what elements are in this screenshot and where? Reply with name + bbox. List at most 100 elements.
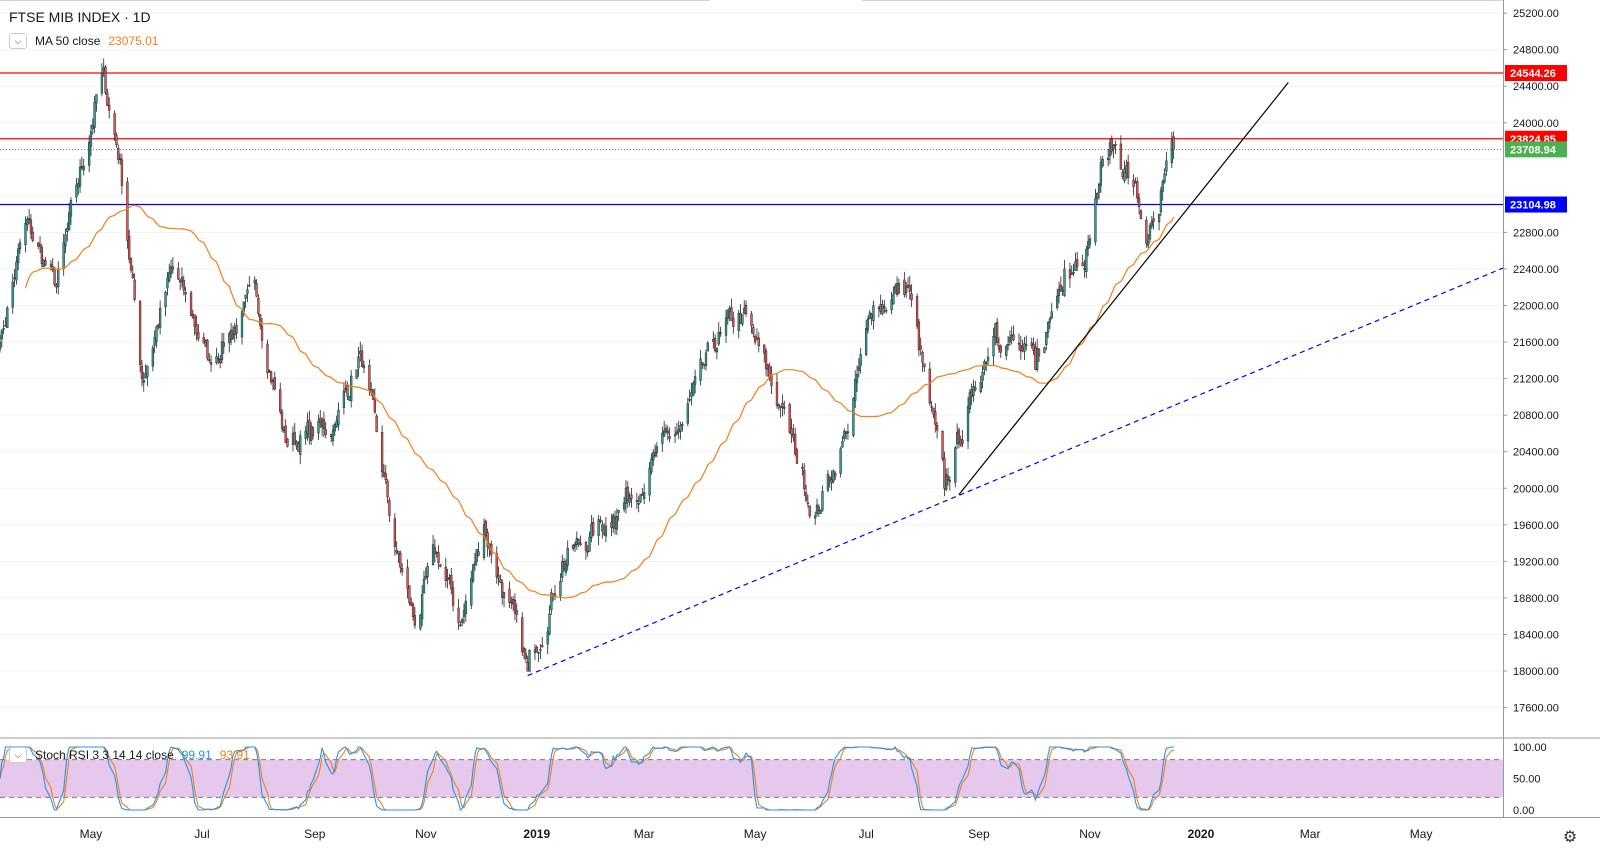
candle-body — [1119, 143, 1123, 170]
candle-body — [768, 366, 771, 379]
candle-body — [541, 645, 544, 647]
candle — [350, 370, 353, 408]
trendlines[interactable] — [527, 82, 1504, 677]
horizontal-levels[interactable] — [0, 72, 1503, 206]
candle-body — [1050, 311, 1053, 319]
candle-body — [777, 404, 780, 407]
candle — [903, 271, 906, 298]
time-tick-label: Mar — [1300, 827, 1321, 841]
candle-body — [839, 448, 842, 474]
candle — [866, 315, 870, 334]
candle — [49, 259, 53, 271]
candle-body — [941, 431, 944, 460]
candle — [622, 496, 626, 513]
candle-body — [757, 337, 760, 347]
candle — [1112, 144, 1115, 159]
time-tick-label: Jul — [194, 827, 209, 841]
time-axis[interactable]: May Jul Sep Nov 2019 Mar May Jul Sep Nov 2020 Mar Ma… — [0, 817, 1600, 842]
candle-body — [586, 550, 589, 553]
candle — [533, 644, 537, 660]
candle — [1005, 344, 1008, 361]
candle-body — [337, 409, 340, 426]
candle-body — [297, 442, 300, 452]
candle — [561, 554, 564, 583]
candle-body — [104, 66, 107, 93]
candle-body — [1125, 165, 1128, 174]
candle-body — [641, 493, 644, 497]
candle — [666, 425, 669, 441]
candle — [864, 319, 868, 357]
candle-body — [284, 425, 287, 443]
candle-body — [830, 479, 833, 484]
candle-body — [17, 248, 20, 264]
candle-body — [643, 492, 646, 500]
last-price-bg — [1505, 141, 1567, 158]
candle-body — [95, 94, 98, 104]
candle-body — [129, 257, 133, 271]
candle — [310, 422, 313, 446]
candle — [235, 318, 238, 340]
candle-body — [157, 324, 160, 327]
candle-body — [550, 592, 553, 611]
candle — [841, 435, 844, 448]
time-tick-label: 2020 — [1188, 827, 1215, 841]
candle-body — [766, 364, 770, 370]
price-tick-label: 24800.00 — [1513, 45, 1559, 57]
candle — [857, 358, 860, 378]
candle — [473, 552, 477, 571]
candle-body — [322, 418, 326, 430]
candle-body — [590, 523, 593, 538]
candle — [1159, 186, 1163, 216]
gear-icon[interactable]: ⚙ — [1562, 829, 1578, 846]
candle — [330, 433, 333, 443]
candle — [166, 271, 169, 296]
candle — [1061, 286, 1064, 297]
candle-body — [1008, 336, 1012, 343]
candle — [246, 284, 249, 303]
candle-body — [421, 594, 424, 620]
candle-body — [859, 354, 862, 366]
candle — [872, 300, 875, 330]
candle — [421, 585, 424, 627]
candle — [575, 531, 578, 550]
candle — [497, 566, 500, 586]
candle — [380, 425, 384, 479]
candle — [82, 158, 85, 176]
candle — [681, 421, 684, 432]
candle-body — [821, 491, 824, 511]
candle-body — [306, 421, 309, 435]
candle-body — [295, 441, 298, 447]
candle-body — [457, 607, 460, 623]
candle-body — [235, 325, 238, 334]
candle — [6, 306, 9, 328]
candle — [360, 344, 364, 368]
candle-body — [661, 432, 664, 444]
chevron-down-icon[interactable]: ⌵ — [9, 747, 27, 763]
candle-body — [126, 181, 129, 241]
candle — [457, 599, 460, 630]
price-axis[interactable]: 25200.00 24800.00 24400.00 24000.00 22800.00… — [1503, 0, 1567, 817]
ma-legend: ⌵ MA 50 close 23075.01 — [9, 33, 158, 49]
candle — [930, 401, 933, 413]
symbol-title-row: FTSE MIB INDEX · 1D — [9, 9, 151, 25]
candle-body — [484, 520, 487, 536]
symbol-title: FTSE MIB INDEX · 1D — [9, 9, 151, 25]
candle-body — [42, 260, 45, 267]
candle-body — [13, 277, 16, 280]
candle-body — [1032, 344, 1035, 351]
chevron-down-icon[interactable]: ⌵ — [9, 33, 27, 49]
price-grid — [0, 12, 1503, 709]
candle — [615, 508, 618, 535]
candle-body — [193, 314, 196, 327]
candle — [637, 496, 640, 513]
candle-body — [954, 447, 957, 483]
candle — [843, 428, 846, 442]
candle-body — [854, 379, 857, 401]
candle — [877, 306, 881, 318]
candle — [592, 517, 595, 536]
candle — [1034, 341, 1037, 371]
candle-body — [535, 646, 538, 653]
candle-body — [564, 564, 568, 573]
candle — [355, 369, 358, 379]
